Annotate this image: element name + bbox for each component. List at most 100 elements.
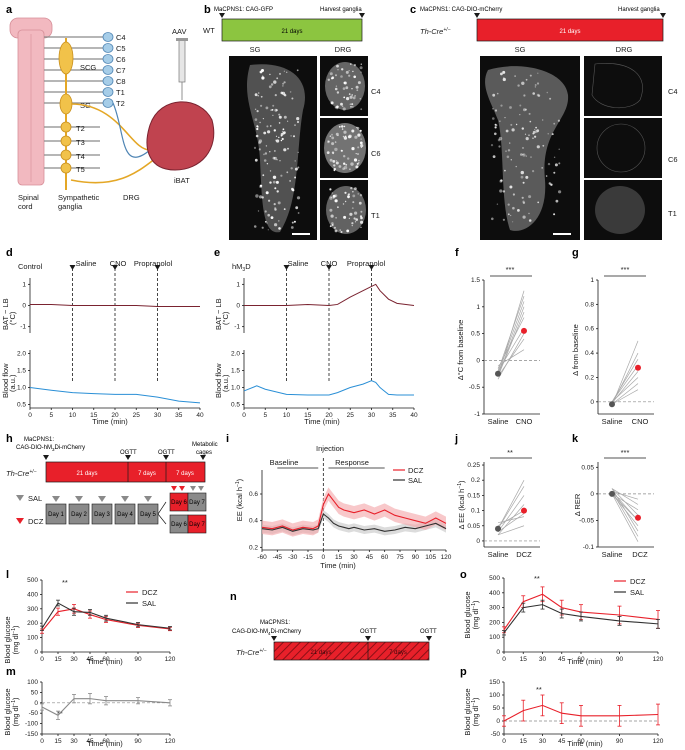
cell-dot <box>345 70 349 74</box>
cell-dot <box>359 141 363 145</box>
cell-dot <box>290 135 292 137</box>
paired-line <box>497 495 525 533</box>
saline-mean-dot <box>609 490 615 497</box>
cell-dot <box>275 135 278 137</box>
sal-legend-marker <box>16 495 24 501</box>
cell-dot <box>330 214 334 218</box>
cell-dot <box>551 133 554 136</box>
tick-label: 1 <box>236 281 240 288</box>
tick-label: 1.0 <box>17 385 26 392</box>
panel-p-letter: p <box>460 666 467 678</box>
cell-dot <box>506 155 510 159</box>
paired-line <box>497 333 525 380</box>
cell-dot <box>522 181 525 184</box>
cell-dot <box>353 75 357 79</box>
cell-dot <box>348 217 351 220</box>
panel-j: j ** Δ EE (kcal h−1) Saline DCZ 0.250.20… <box>454 433 540 559</box>
cell-dot <box>525 155 527 157</box>
panel-k-letter: k <box>572 433 579 445</box>
cell-dot <box>278 115 282 119</box>
cell-dot <box>507 213 510 216</box>
micrograph-drg-c4 <box>584 56 662 116</box>
syringe-icon <box>176 38 188 100</box>
level-label: T1 <box>116 88 125 97</box>
cell-dot <box>338 125 341 128</box>
tick-label: 200 <box>27 620 38 627</box>
cell-dot <box>351 224 353 227</box>
cell-dot <box>255 194 259 198</box>
chart-k-plot: 0.05 0 -0.05 -0.1 <box>579 457 654 551</box>
cell-dot <box>500 72 503 76</box>
panel-j-letter: j <box>454 433 458 445</box>
drg-level-label: C6 <box>371 149 381 158</box>
cell-dot <box>545 175 548 177</box>
day-block <box>114 503 136 525</box>
panel-b-timeline <box>221 18 363 42</box>
x-axis-label: Time (min) <box>567 739 603 748</box>
y-axis-label: Δ EE (kcal h−1) <box>457 480 466 530</box>
cell-dot <box>504 117 506 119</box>
cell-dot <box>519 114 521 116</box>
cell-dot <box>352 201 355 204</box>
cell-dot <box>335 216 337 219</box>
category-label: Saline <box>602 550 623 559</box>
tick-label: 45 <box>558 738 566 745</box>
cell-dot <box>351 147 355 151</box>
paired-line <box>611 365 639 403</box>
tick-label: -50 <box>29 710 39 717</box>
cell-dot <box>294 160 296 162</box>
tick-label: 40 <box>196 412 204 419</box>
micrograph-drg-c6 <box>584 118 662 178</box>
tick-label: 0 <box>40 738 44 745</box>
cell-dot <box>360 71 362 73</box>
cell-dot <box>522 147 524 149</box>
cell-dot <box>352 191 354 193</box>
significance-label: *** <box>621 448 630 457</box>
tick-label: 1 <box>590 277 594 284</box>
cell-dot <box>263 131 267 135</box>
sympathetic-label: ganglia <box>58 202 83 211</box>
sal-line <box>503 604 659 634</box>
y-axis-unit: (mg dl−1) <box>471 697 480 727</box>
cell-dot <box>270 109 273 111</box>
cell-dot <box>287 120 289 122</box>
panel-a-letter: a <box>6 4 13 16</box>
panel-n-letter: n <box>230 591 237 603</box>
panel-c-drg-label: DRG <box>616 45 633 54</box>
paired-line <box>611 493 639 521</box>
cell-dot <box>558 162 561 165</box>
cell-dot <box>337 69 339 71</box>
tick-label: 0 <box>34 700 38 707</box>
cell-dot <box>340 231 343 233</box>
tick-label: 50 <box>493 705 501 712</box>
cell-dot <box>510 123 513 126</box>
level-label: C5 <box>116 44 126 53</box>
cell-dot <box>494 126 497 129</box>
cell-dot <box>340 75 343 78</box>
drg-level-label: C4 <box>371 87 381 96</box>
cell-dot <box>534 135 537 138</box>
injection-marker <box>198 486 204 491</box>
cell-dot <box>329 208 333 212</box>
tick-label: -1 <box>20 324 26 331</box>
tick-label: 15 <box>90 412 98 419</box>
panel-l-letter: l <box>6 569 9 581</box>
tick-label: 300 <box>489 605 500 612</box>
cell-dot <box>558 148 560 150</box>
tick-label: 60 <box>577 656 585 663</box>
level-label: C6 <box>116 55 126 64</box>
cell-dot <box>340 149 343 152</box>
ganglion-shape <box>595 186 645 234</box>
cell-dot <box>359 194 363 197</box>
cell-dot <box>350 187 353 190</box>
panel-m-letter: m <box>6 666 16 678</box>
cell-dot <box>352 70 354 73</box>
cell-dot <box>273 156 278 161</box>
saline-mean-dot <box>609 401 615 408</box>
category-label: Saline <box>488 550 509 559</box>
panel-c-duration: 21 days <box>559 29 580 35</box>
cell-dot <box>346 229 350 233</box>
treatment-mean-dot <box>635 364 641 371</box>
cell-dot <box>350 162 354 166</box>
ganglion-shape <box>325 62 365 110</box>
